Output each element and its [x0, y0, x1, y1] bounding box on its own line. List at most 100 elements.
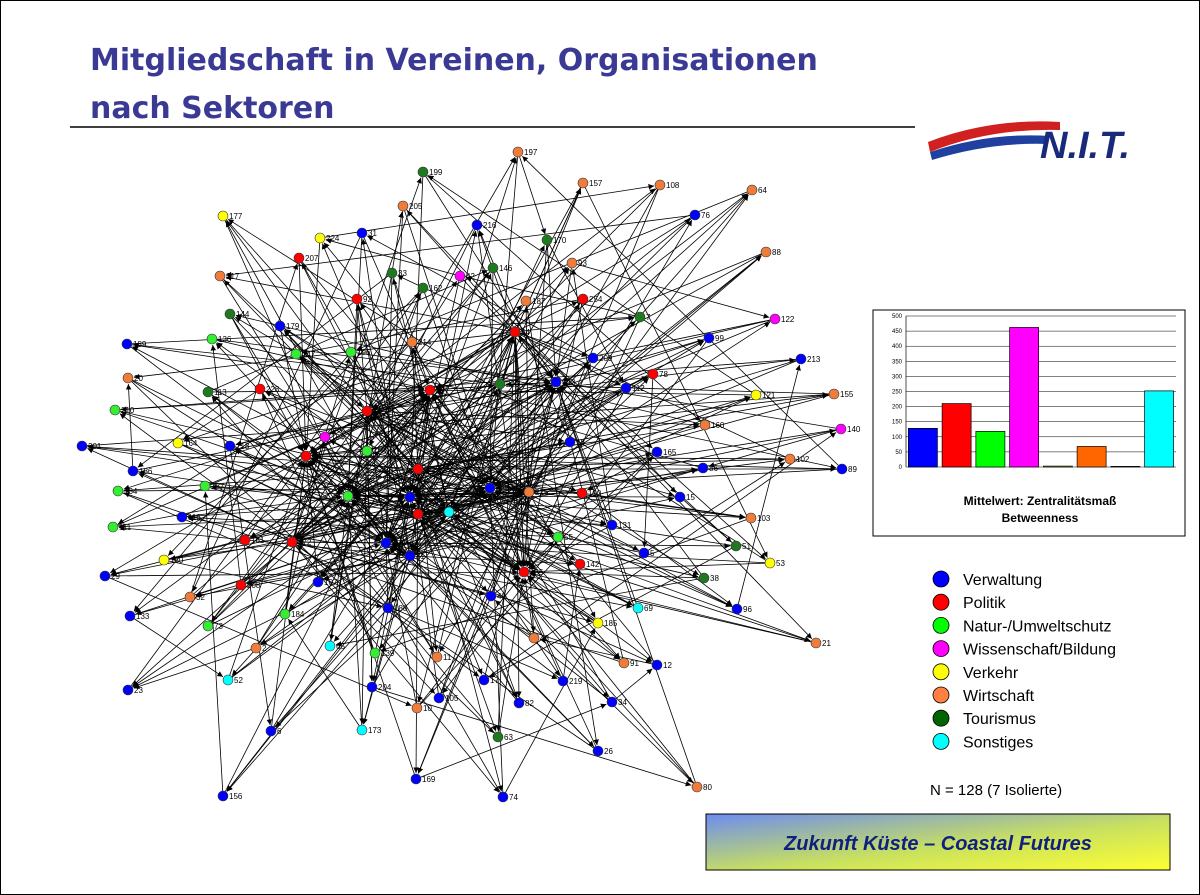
- edge: [489, 386, 554, 489]
- node: [731, 603, 743, 615]
- node: [485, 590, 497, 602]
- footer-box: [705, 813, 1171, 871]
- edge: [366, 188, 656, 412]
- node-label: 161: [251, 536, 265, 545]
- legend-swatch: [932, 733, 950, 750]
- node-label: 15: [686, 493, 695, 502]
- node: [606, 519, 618, 531]
- node-label: 170: [553, 236, 567, 245]
- node-label: 109: [392, 539, 406, 548]
- node: [222, 674, 234, 686]
- edge: [291, 499, 344, 543]
- node-label: 92: [363, 295, 372, 304]
- node-label: 220: [506, 380, 520, 389]
- node-label: 197: [524, 148, 538, 157]
- node-label: 108: [666, 181, 680, 190]
- node-label: 12: [663, 661, 672, 670]
- edge: [417, 456, 785, 470]
- node-label: 103: [757, 514, 771, 523]
- edge: [492, 493, 613, 703]
- edge: [260, 555, 411, 646]
- node: [577, 293, 589, 305]
- edge: [546, 239, 559, 377]
- edge: [345, 501, 363, 731]
- edge: [229, 313, 435, 653]
- edge: [523, 541, 555, 573]
- edge: [329, 211, 404, 647]
- node: [109, 404, 121, 416]
- edge: [433, 394, 530, 493]
- edge: [417, 468, 524, 493]
- edge: [104, 575, 412, 707]
- node-label: 155: [840, 390, 854, 399]
- legend-label: Politik: [963, 595, 1007, 612]
- edge: [244, 487, 485, 541]
- edge: [361, 232, 428, 385]
- title-line: nach Sektoren: [90, 91, 335, 126]
- node-label: 63: [504, 733, 513, 742]
- edge: [226, 607, 389, 792]
- edge: [291, 193, 748, 543]
- node: [730, 540, 742, 552]
- edge: [522, 155, 843, 470]
- edge: [492, 184, 661, 483]
- edge: [417, 513, 620, 660]
- node: [487, 262, 499, 274]
- node-label: 196: [357, 348, 371, 357]
- edge: [497, 577, 525, 738]
- legend-swatch: [932, 709, 950, 727]
- edge: [359, 410, 368, 725]
- node: [366, 681, 378, 693]
- edge: [310, 459, 411, 557]
- edge: [478, 230, 516, 333]
- node: [76, 440, 88, 452]
- node: [404, 550, 416, 562]
- node-label: 21: [822, 639, 831, 648]
- edge: [195, 555, 411, 598]
- node-label: 135: [530, 568, 544, 577]
- node-label: 18: [576, 438, 585, 447]
- node: [122, 372, 134, 384]
- edge: [554, 262, 573, 377]
- node-label: 51: [742, 542, 751, 551]
- node: [382, 602, 394, 614]
- edge: [529, 569, 705, 579]
- edge: [417, 331, 516, 703]
- edge: [311, 453, 791, 460]
- edge: [517, 151, 547, 235]
- node-label: 99: [715, 334, 724, 343]
- edge: [291, 488, 485, 543]
- legend: Verwaltung Politik Natur-/Umweltschutz Wiss…: [932, 570, 1116, 751]
- edge: [518, 336, 557, 383]
- node: [654, 179, 666, 191]
- node-label: 229: [496, 484, 510, 493]
- node: [592, 617, 604, 629]
- node: [784, 453, 796, 465]
- edge: [310, 410, 368, 453]
- node: [235, 579, 247, 591]
- edge: [448, 511, 653, 662]
- legend-label: Natur-/Umweltschutz: [963, 618, 1111, 635]
- node-label: 80: [703, 783, 712, 792]
- node-label: 224: [326, 234, 340, 243]
- edge: [422, 287, 489, 483]
- node: [574, 558, 586, 570]
- node-label: 54: [455, 508, 464, 517]
- edge: [562, 569, 582, 682]
- edge: [388, 468, 419, 538]
- node-label: 160: [711, 421, 725, 430]
- edge: [311, 453, 843, 470]
- edge: [305, 455, 519, 570]
- node-label: 121: [762, 391, 776, 400]
- edge: [643, 461, 786, 554]
- node-label: 6: [277, 727, 282, 736]
- node: [620, 382, 632, 394]
- edge: [189, 393, 426, 598]
- node-label: 31: [368, 229, 377, 238]
- edge: [207, 499, 344, 627]
- node: [587, 352, 599, 364]
- edge: [353, 491, 530, 499]
- node-label: 23: [134, 686, 143, 695]
- edge: [385, 548, 418, 709]
- node: [206, 333, 218, 345]
